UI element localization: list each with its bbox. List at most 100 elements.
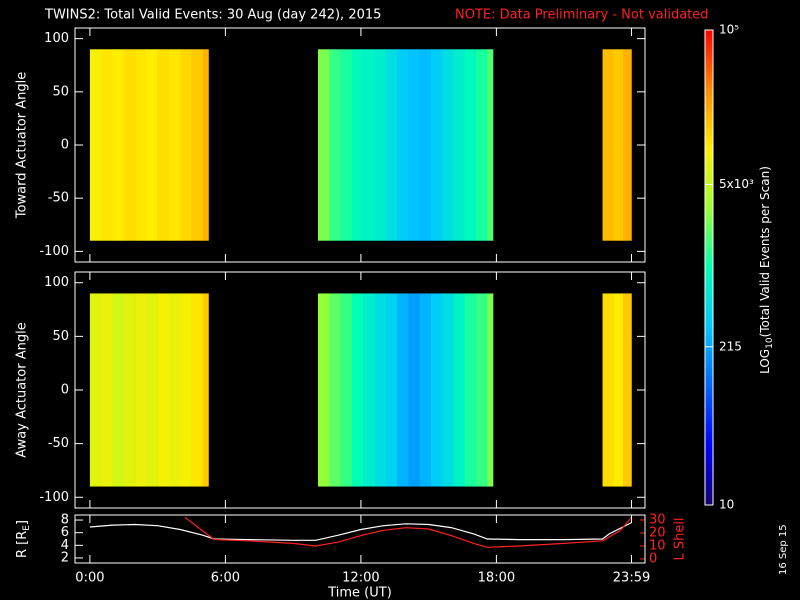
heatmap-cell bbox=[191, 49, 204, 241]
heatmap-cell bbox=[374, 49, 387, 241]
y-tick-label: -50 bbox=[48, 436, 69, 451]
heatmap-cell bbox=[385, 293, 398, 487]
heatmap-cell bbox=[351, 49, 364, 241]
y-tick-label: 50 bbox=[52, 84, 69, 99]
heatmap-cell bbox=[135, 49, 147, 241]
x-tick-label: 23:59 bbox=[613, 571, 650, 586]
heatmap-cell bbox=[146, 293, 158, 487]
y2-tick-label: 10 bbox=[649, 538, 666, 553]
title: TWINS2: Total Valid Events: 30 Aug (day … bbox=[44, 8, 381, 23]
y2-tick-label: 30 bbox=[649, 512, 666, 527]
heatmap-cell bbox=[101, 49, 113, 241]
heatmap-cell bbox=[157, 293, 170, 487]
heatmap-cell bbox=[453, 49, 466, 241]
y-axis-label-part: ] bbox=[15, 520, 30, 525]
x-tick-label: 18:00 bbox=[478, 571, 515, 586]
heatmap-cell bbox=[487, 293, 494, 487]
x-tick-label: 0:00 bbox=[75, 571, 104, 586]
heatmap-cell bbox=[487, 49, 494, 241]
heatmap-cell bbox=[464, 49, 477, 241]
y-tick-label: 6 bbox=[61, 525, 69, 540]
heatmap-cell bbox=[363, 293, 375, 487]
y-tick-label: -100 bbox=[39, 244, 69, 259]
heatmap-cell bbox=[180, 293, 192, 487]
heatmap-cell bbox=[476, 49, 488, 241]
heatmap-cell bbox=[442, 293, 454, 487]
heatmap-cell bbox=[613, 293, 624, 487]
heatmap-cell bbox=[317, 49, 330, 241]
colorbar bbox=[705, 30, 713, 505]
colorbar-label: LOG10(Total Valid Events per Scan) bbox=[758, 166, 775, 374]
heatmap-cell bbox=[613, 49, 624, 241]
heatmap-cell bbox=[123, 293, 136, 487]
heatmap-cell bbox=[180, 49, 192, 241]
y-axis-label-part: E bbox=[22, 525, 32, 531]
heatmap-cell bbox=[112, 49, 125, 241]
y-tick-label: -100 bbox=[39, 490, 69, 505]
colorbar-label-sub: 10 bbox=[765, 337, 775, 349]
heatmap-cell bbox=[408, 293, 420, 487]
heatmap-cell bbox=[202, 293, 209, 487]
y-tick-label: 8 bbox=[61, 513, 69, 528]
heatmap-cell bbox=[329, 293, 341, 487]
heatmap-cell bbox=[157, 49, 170, 241]
heatmap-cell bbox=[101, 293, 113, 487]
heatmap-cell bbox=[191, 293, 204, 487]
heatmap-cell bbox=[363, 49, 375, 241]
x-tick-label: 12:00 bbox=[342, 571, 379, 586]
heatmap-cell bbox=[602, 293, 615, 487]
heatmap-cell bbox=[442, 49, 454, 241]
heatmap-cell bbox=[453, 293, 466, 487]
heatmap-cell bbox=[329, 49, 341, 241]
heatmap-cell bbox=[135, 293, 147, 487]
x-axis-label: Time (UT) bbox=[327, 586, 392, 600]
y-tick-label: 50 bbox=[52, 329, 69, 344]
heatmap-cell bbox=[419, 49, 432, 241]
colorbar-label-part: LOG bbox=[758, 349, 772, 374]
heatmap-cell bbox=[168, 293, 181, 487]
heatmap-cell bbox=[351, 293, 364, 487]
heatmap-cell bbox=[112, 293, 125, 487]
y-axis-label: Away Actuator Angle bbox=[15, 322, 30, 457]
y-tick-label: 100 bbox=[44, 31, 69, 46]
heatmap-cell bbox=[397, 49, 409, 241]
heatmap-cell bbox=[89, 49, 102, 241]
y-tick-label: 4 bbox=[61, 538, 69, 553]
note: NOTE: Data Preliminary - Not validated bbox=[455, 8, 709, 23]
series-line bbox=[89, 522, 632, 541]
colorbar-tick-label: 215 bbox=[719, 339, 742, 353]
heatmap-cell bbox=[476, 293, 488, 487]
y-axis-label: R [RE] bbox=[15, 520, 32, 558]
y-tick-label: 0 bbox=[61, 138, 69, 153]
heatmap-cell bbox=[317, 293, 330, 487]
y-tick-label: 100 bbox=[44, 275, 69, 290]
y2-tick-label: 20 bbox=[649, 525, 666, 540]
series-line bbox=[184, 516, 632, 548]
heatmap-cell bbox=[397, 293, 409, 487]
colorbar-label-part: (Total Valid Events per Scan) bbox=[758, 166, 772, 337]
heatmap-cell bbox=[464, 293, 477, 487]
heatmap-cell bbox=[622, 49, 632, 241]
heatmap-cell bbox=[622, 293, 632, 487]
heatmap-cell bbox=[430, 293, 443, 487]
heatmap-cell bbox=[146, 49, 158, 241]
line-group bbox=[89, 516, 632, 548]
heatmap-cell bbox=[385, 49, 398, 241]
panel-frame bbox=[74, 514, 646, 564]
heatmap-cell bbox=[123, 49, 136, 241]
heatmap-cell bbox=[168, 49, 181, 241]
colorbar-tick-label: 5x10³ bbox=[719, 177, 754, 191]
y-tick-label: 0 bbox=[61, 383, 69, 398]
y2-axis-label: L Shell bbox=[673, 517, 688, 560]
y2-tick-label: 0 bbox=[649, 551, 657, 566]
heatmap-cell bbox=[374, 293, 387, 487]
x-tick-label: 6:00 bbox=[211, 571, 240, 586]
colorbar-tick-label: 10 bbox=[719, 498, 734, 512]
y-tick-label: -50 bbox=[48, 191, 69, 206]
date-stamp: 16 Sep 15 bbox=[778, 524, 789, 575]
heatmap-cell bbox=[340, 293, 353, 487]
heatmap-cell bbox=[202, 49, 209, 241]
heatmap-cell bbox=[89, 293, 102, 487]
heatmap-cell bbox=[430, 49, 443, 241]
